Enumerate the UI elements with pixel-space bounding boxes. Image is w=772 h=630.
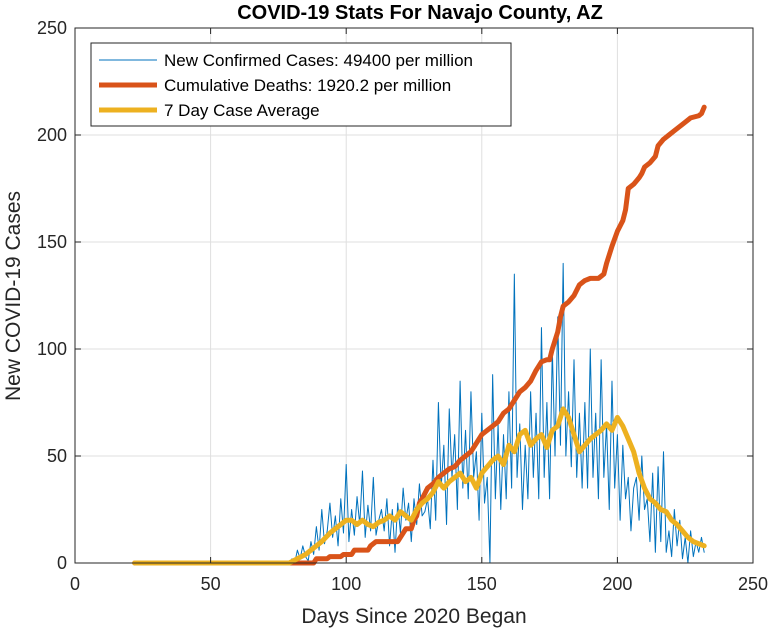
x-tick-label: 150 (467, 574, 497, 594)
y-tick-label: 100 (37, 339, 67, 359)
axis-ticks: 0 50 100 150 200 250 0 50 100 150 200 250 (37, 18, 768, 594)
x-tick-label: 0 (70, 574, 80, 594)
series-line-cumulative-deaths-1920-2-per-million (132, 104, 707, 566)
x-tick-label: 200 (602, 574, 632, 594)
legend-label: Cumulative Deaths: 1920.2 per million (164, 76, 451, 95)
series-line-new-confirmed-cases-49400-per-million (134, 262, 705, 564)
x-tick-label: 50 (201, 574, 221, 594)
y-tick-label: 200 (37, 125, 67, 145)
x-tick-label: 100 (331, 574, 361, 594)
legend-label: New Confirmed Cases: 49400 per million (164, 51, 473, 70)
legend-label: 7 Day Case Average (164, 101, 320, 120)
y-tick-label: 50 (47, 446, 67, 466)
legend: New Confirmed Cases: 49400 per million Cu… (90, 42, 512, 127)
x-axis-label: Days Since 2020 Began (301, 605, 526, 628)
y-tick-label: 250 (37, 18, 67, 38)
y-tick-label: 0 (57, 553, 67, 573)
series-lines (132, 104, 707, 566)
series-line-7-day-case-average (132, 406, 707, 566)
y-tick-label: 150 (37, 232, 67, 252)
legend-box (90, 42, 512, 127)
plot-frame (74, 27, 754, 564)
x-tick-label: 250 (738, 574, 768, 594)
chart-title: COVID-19 Stats For Navajo County, AZ (237, 2, 603, 24)
y-axis-label: New COVID-19 Cases (2, 191, 25, 401)
